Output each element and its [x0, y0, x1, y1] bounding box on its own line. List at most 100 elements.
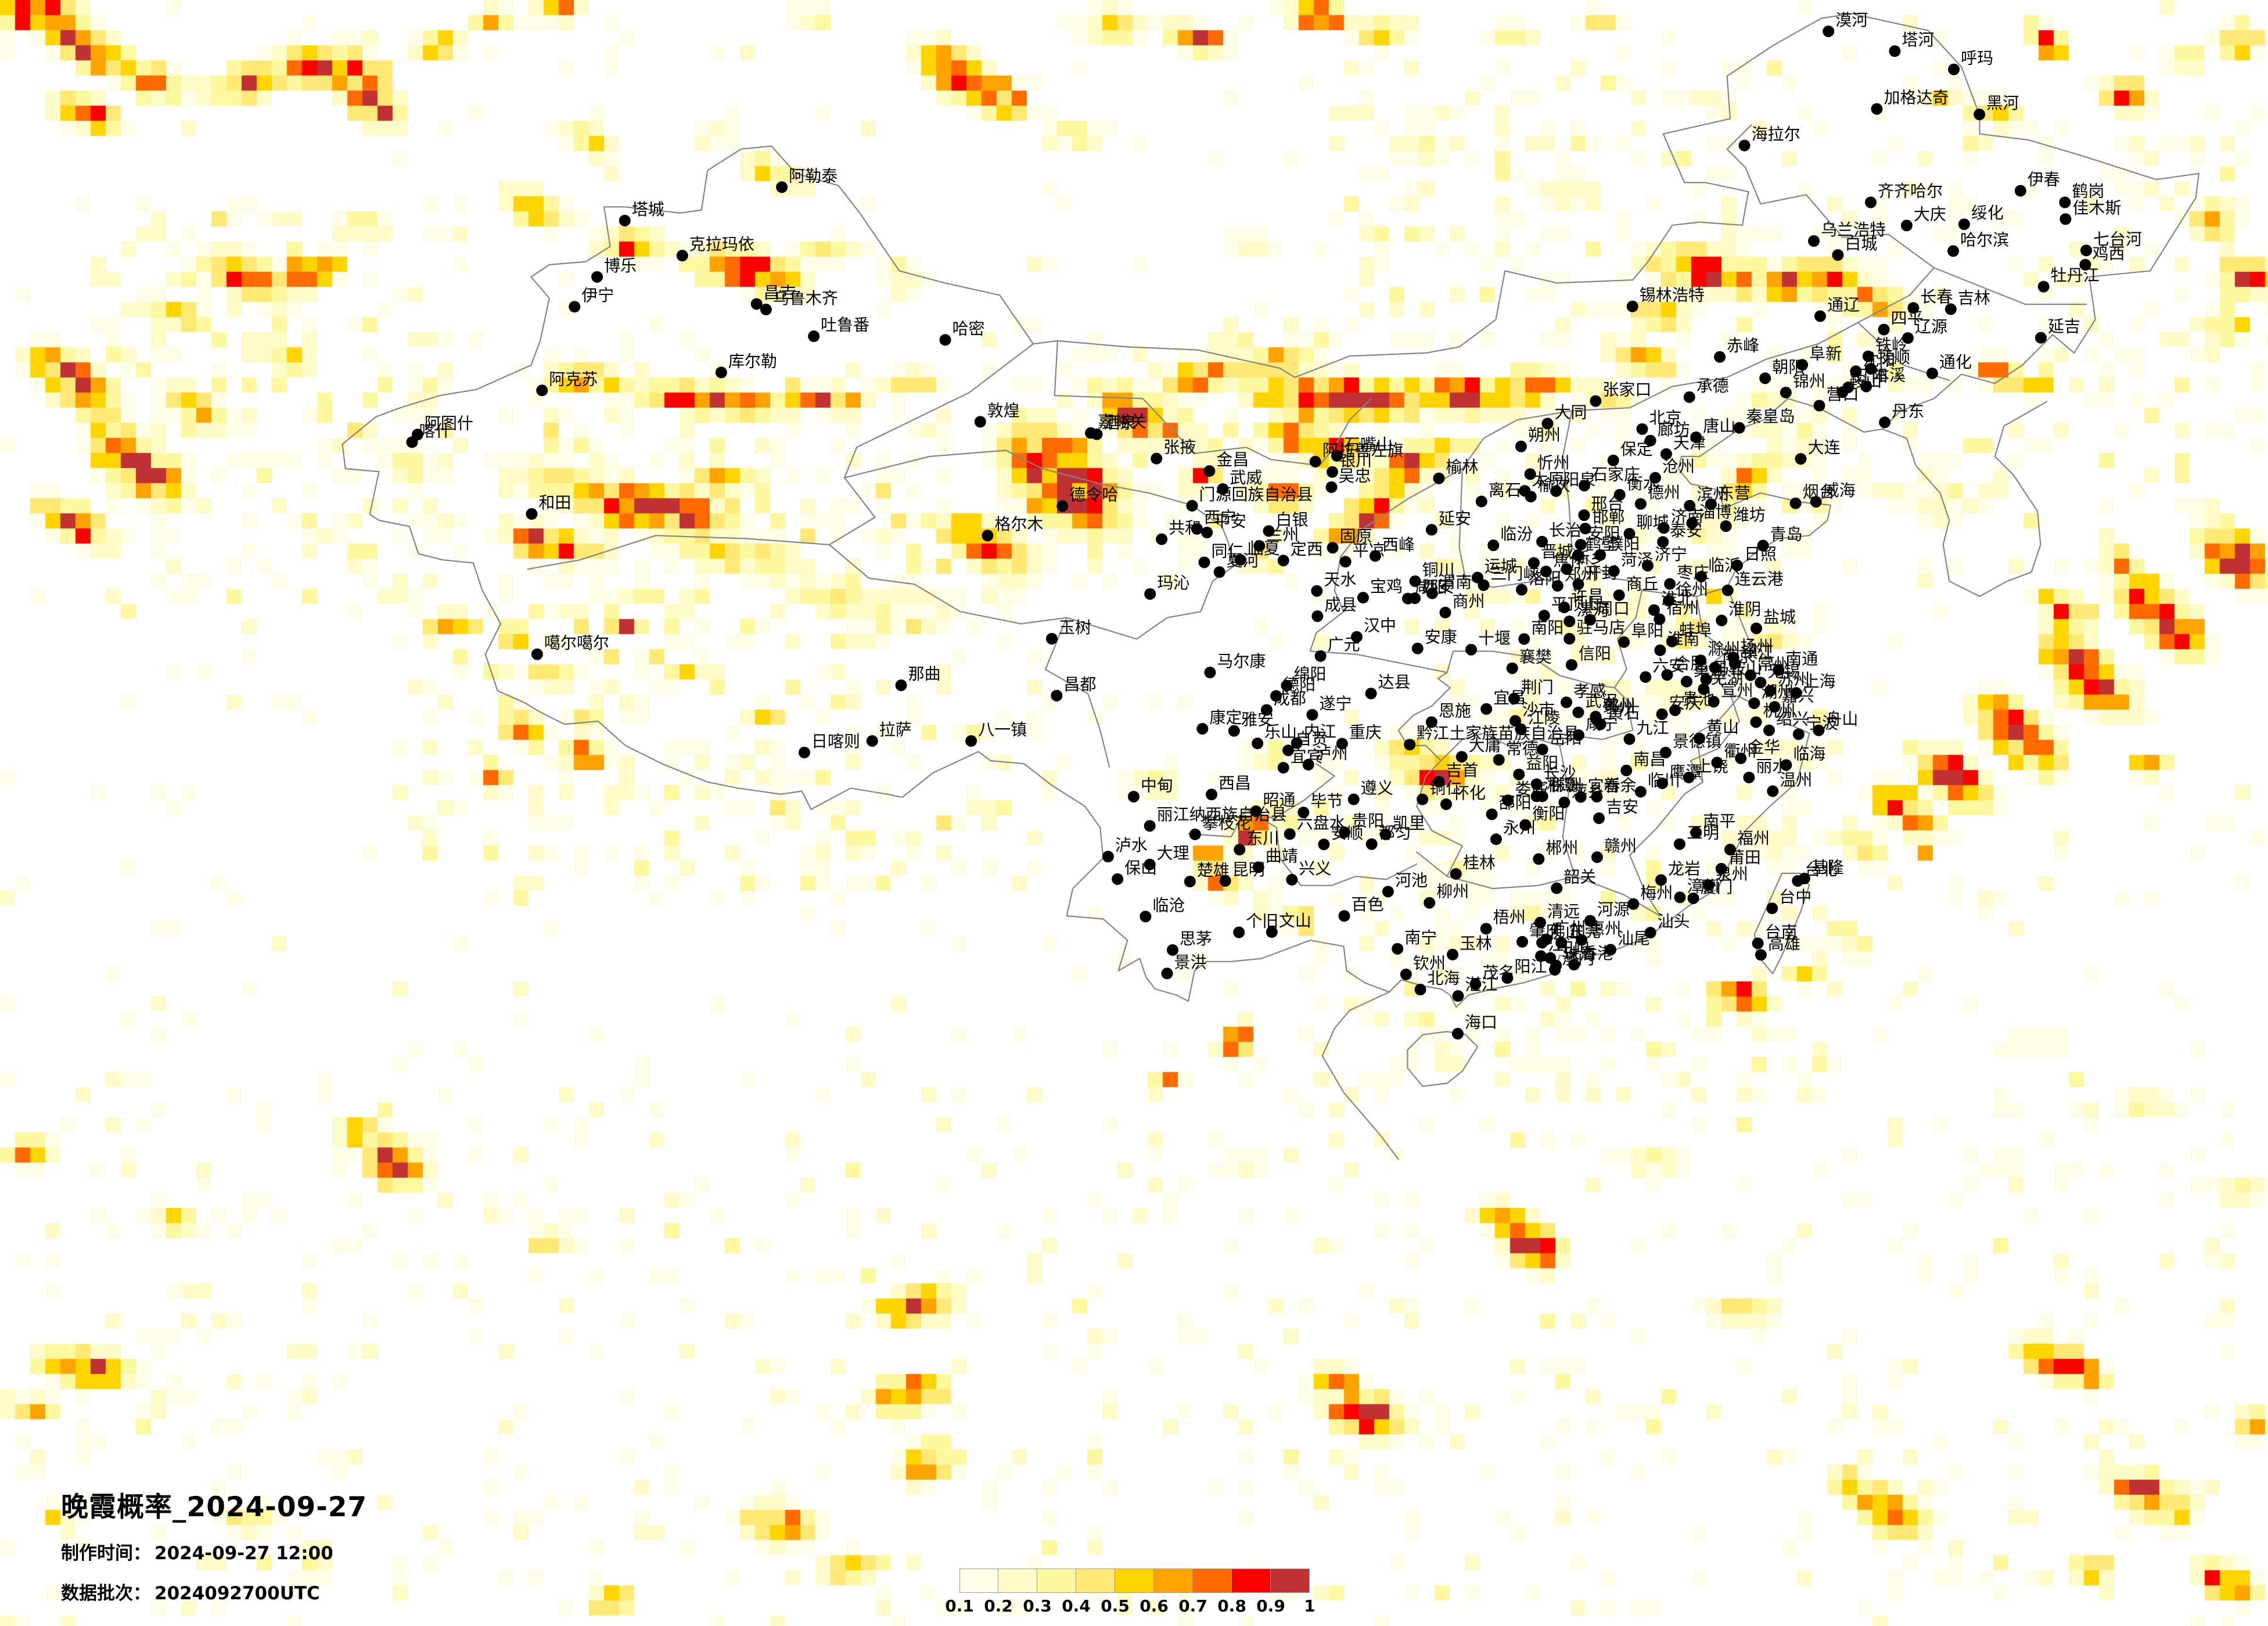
city-marker	[1452, 990, 1464, 1002]
city-label: 菏泽	[1621, 551, 1654, 570]
city-marker	[1166, 944, 1178, 956]
city-label: 辽阳	[1855, 366, 1888, 386]
city-label: 玉林	[1460, 934, 1492, 953]
city-marker	[1889, 45, 1901, 57]
city-marker	[1862, 350, 1874, 362]
city-marker	[1311, 610, 1324, 623]
city-label: 安康	[1425, 628, 1457, 647]
city-label: 肇庆	[1529, 921, 1562, 940]
city-label: 潍坊	[1733, 505, 1766, 524]
city-marker	[1309, 455, 1321, 467]
city-label: 南平	[1703, 812, 1735, 831]
city-marker	[1879, 416, 1891, 429]
city-label: 新余	[1604, 776, 1636, 795]
city-marker	[1161, 967, 1173, 980]
city-label: 新乡	[1574, 548, 1606, 567]
province-border-line	[1613, 589, 1643, 689]
city-marker	[1144, 588, 1156, 600]
city-label: 毕节	[1310, 792, 1343, 811]
city-marker	[1561, 696, 1573, 708]
city-marker	[965, 735, 977, 747]
city-marker	[1607, 454, 1619, 466]
city-label: 乌兰浩特	[1821, 220, 1886, 239]
city-label: 定西	[1291, 539, 1323, 559]
city-label: 汉中	[1364, 616, 1396, 635]
production-time-value: 2024-09-27 12:00	[154, 1543, 333, 1564]
city-label: 塔城	[632, 200, 664, 219]
city-marker	[1694, 732, 1706, 744]
city-marker	[1766, 902, 1778, 915]
city-marker	[1425, 716, 1437, 728]
city-marker	[1417, 793, 1429, 805]
city-marker	[1715, 863, 1727, 875]
neighbor-coastline	[1881, 401, 2047, 598]
city-label: 漠河	[1835, 10, 1868, 30]
city-marker	[1379, 828, 1392, 840]
city-label: 鸡西	[2092, 244, 2125, 263]
city-label: 八一镇	[978, 720, 1027, 739]
city-marker	[1515, 440, 1527, 452]
city-label: 青岛	[1770, 525, 1803, 544]
city-marker	[1102, 851, 1114, 863]
city-marker	[1714, 351, 1726, 363]
city-marker	[1487, 539, 1500, 552]
city-label: 六盘水	[1297, 813, 1346, 832]
city-label: 丹东	[1892, 401, 1924, 420]
city-label: 安顺	[1331, 823, 1363, 843]
city-marker	[1327, 466, 1339, 478]
province-border-line	[1458, 410, 1573, 588]
city-marker	[1661, 669, 1673, 681]
legend-label: 0.3	[1023, 1596, 1052, 1616]
city-label: 库尔勒	[728, 351, 777, 370]
city-marker	[1947, 245, 1960, 257]
city-marker	[974, 416, 986, 428]
city-marker	[1204, 667, 1216, 679]
city-label: 嘉兴	[1781, 686, 1814, 705]
legend-swatch	[1232, 1569, 1271, 1593]
city-marker	[1306, 708, 1318, 721]
city-marker	[411, 429, 423, 441]
city-marker	[1555, 937, 1568, 949]
city-label: 西宁	[1204, 508, 1237, 527]
city-label: 宜昌	[1493, 688, 1526, 707]
city-label: 香港	[1581, 944, 1613, 963]
city-label: 吴忠	[1339, 466, 1371, 485]
city-marker	[1656, 708, 1668, 720]
legend-scale-labels: 0.1 0.2 0.3 0.4 0.5 0.6 0.7 0.8 0.9 1	[945, 1596, 1315, 1620]
city-marker	[1572, 729, 1584, 741]
city-marker	[1508, 693, 1520, 705]
city-label: 抚顺	[1878, 348, 1910, 367]
city-marker	[2035, 332, 2047, 344]
city-label: 贵阳	[1352, 811, 1384, 830]
city-marker	[2059, 213, 2072, 225]
city-label: 萍乡	[1571, 782, 1604, 801]
city-marker	[1331, 449, 1343, 462]
legend-swatch	[998, 1569, 1037, 1593]
city-label: 遂宁	[1319, 694, 1352, 713]
data-batch-line: 数据批次： 2024092700UTC	[61, 1578, 367, 1605]
city-marker	[1524, 468, 1536, 480]
city-label: 雅安	[1241, 710, 1274, 729]
city-label: 扬州	[1741, 636, 1773, 656]
city-marker	[1751, 623, 1763, 635]
city-label: 岳阳	[1550, 729, 1582, 748]
city-label: 济宁	[1655, 545, 1687, 564]
city-marker	[1400, 968, 1412, 980]
city-marker	[1302, 758, 1314, 771]
city-label: 赤峰	[1727, 336, 1759, 355]
city-marker	[1902, 332, 1914, 344]
city-label: 海拉尔	[1752, 124, 1800, 143]
city-marker	[1424, 897, 1436, 909]
city-marker	[1530, 778, 1543, 790]
city-label: 镇江	[1742, 642, 1774, 661]
city-marker	[1640, 671, 1652, 683]
city-marker	[1613, 589, 1625, 601]
city-label: 朔州	[1528, 426, 1561, 445]
city-label: 株洲	[1550, 775, 1582, 794]
city-marker	[1234, 844, 1246, 856]
city-marker	[1203, 465, 1216, 477]
legend-swatch	[1037, 1569, 1076, 1593]
city-label: 柳州	[1436, 882, 1469, 901]
city-label: 日喀则	[811, 732, 860, 751]
